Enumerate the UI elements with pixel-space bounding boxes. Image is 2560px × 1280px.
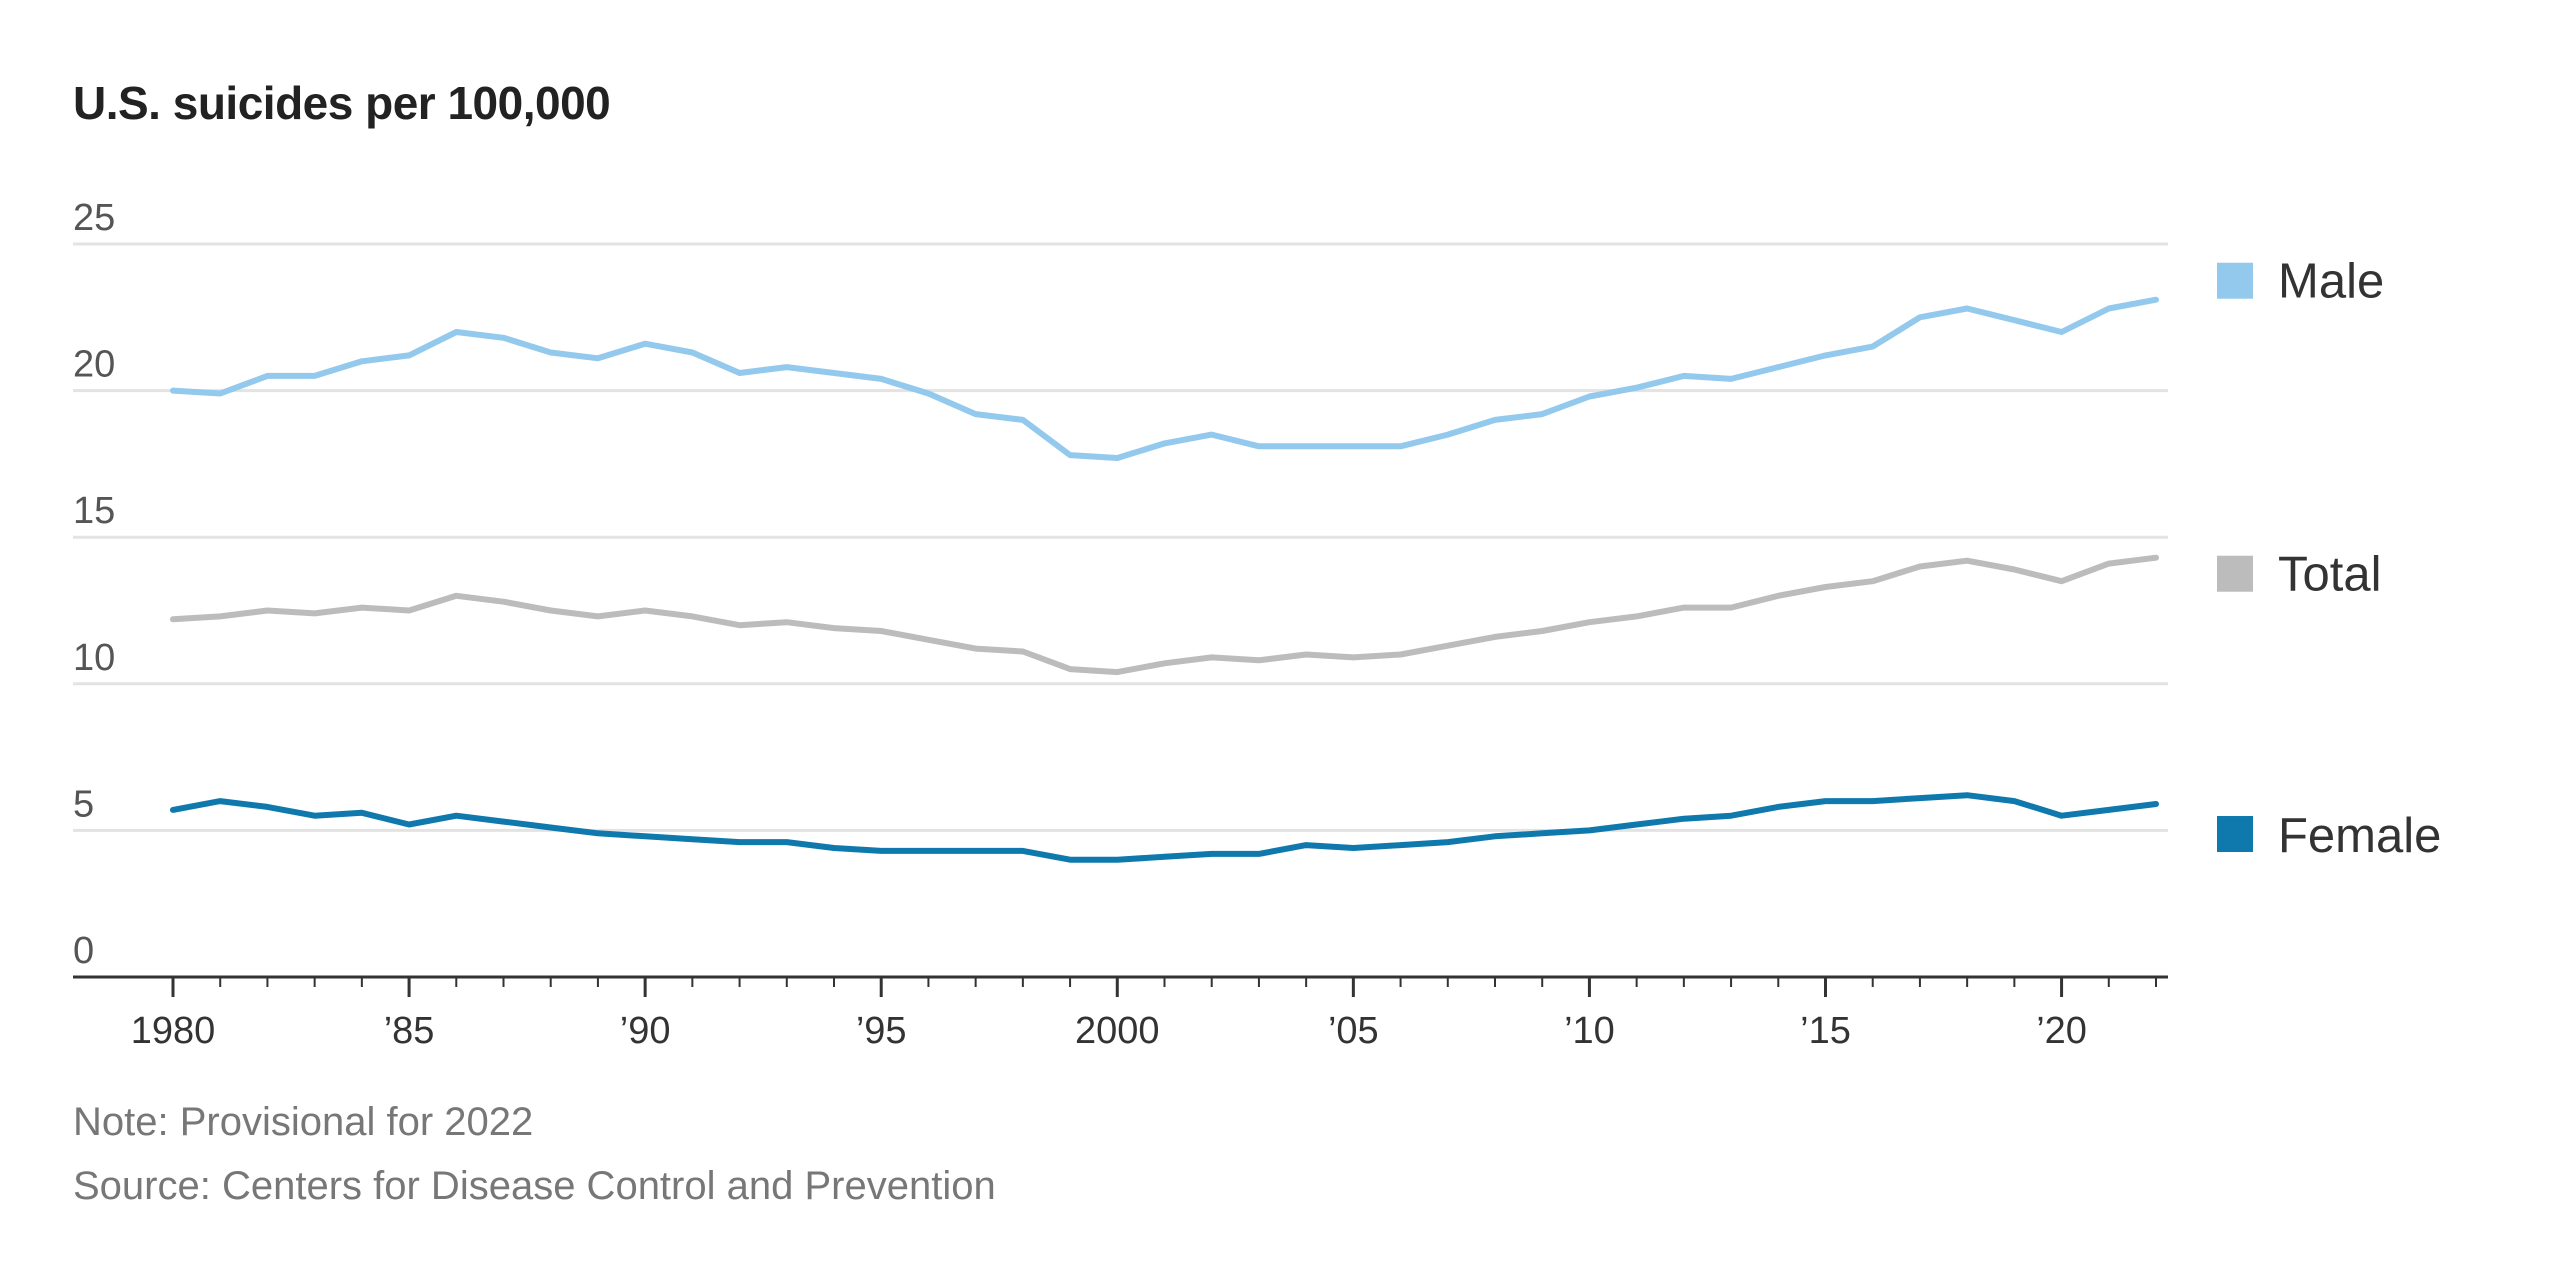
y-tick-label-5: 5	[73, 783, 94, 825]
gridlines	[73, 242, 2168, 832]
series-line-female	[170, 792, 2159, 863]
x-tick-label-1985: ’85	[384, 1010, 435, 1052]
legend-item-male: Male	[2217, 255, 2384, 309]
legend-item-total: Total	[2217, 548, 2382, 602]
x-tick-label-2020: ’20	[2036, 1010, 2087, 1052]
y-tick-label-25: 25	[73, 197, 115, 239]
y-tick-label-0: 0	[73, 930, 94, 972]
legend-swatch-total	[2217, 555, 2253, 592]
chart-note: Note: Provisional for 2022	[73, 1100, 534, 1144]
legend-label-male: Male	[2278, 255, 2384, 309]
chart-title: U.S. suicides per 100,000	[73, 77, 611, 129]
series-lines	[170, 296, 2159, 863]
x-axis-tick-labels: 1980 ’85 ’90 ’95 2000 ’05 ’10 ’15 ’20	[131, 1010, 2087, 1052]
y-tick-label-10: 10	[73, 637, 115, 679]
y-axis-tick-labels: 0 5 10 15 20 25	[73, 197, 115, 972]
chart-source: Source: Centers for Disease Control and …	[73, 1164, 996, 1208]
y-tick-label-15: 15	[73, 490, 115, 532]
x-axis	[73, 975, 2168, 997]
x-tick-label-1980: 1980	[131, 1010, 216, 1052]
legend-label-female: Female	[2278, 809, 2441, 863]
x-tick-label-2005: ’05	[1328, 1010, 1379, 1052]
y-tick-label-20: 20	[73, 344, 115, 386]
x-tick-label-2015: ’15	[1800, 1010, 1851, 1052]
x-tick-label-2010: ’10	[1564, 1010, 1615, 1052]
series-line-total	[170, 554, 2159, 676]
legend: Male Total Female	[2217, 255, 2441, 863]
legend-swatch-male	[2217, 262, 2253, 299]
x-tick-label-1995: ’95	[856, 1010, 907, 1052]
x-tick-label-2000: 2000	[1075, 1010, 1160, 1052]
legend-label-total: Total	[2278, 548, 2382, 602]
legend-swatch-female	[2217, 816, 2253, 853]
x-tick-label-1990: ’90	[620, 1010, 671, 1052]
series-line-male	[170, 296, 2159, 461]
legend-item-female: Female	[2217, 809, 2441, 863]
